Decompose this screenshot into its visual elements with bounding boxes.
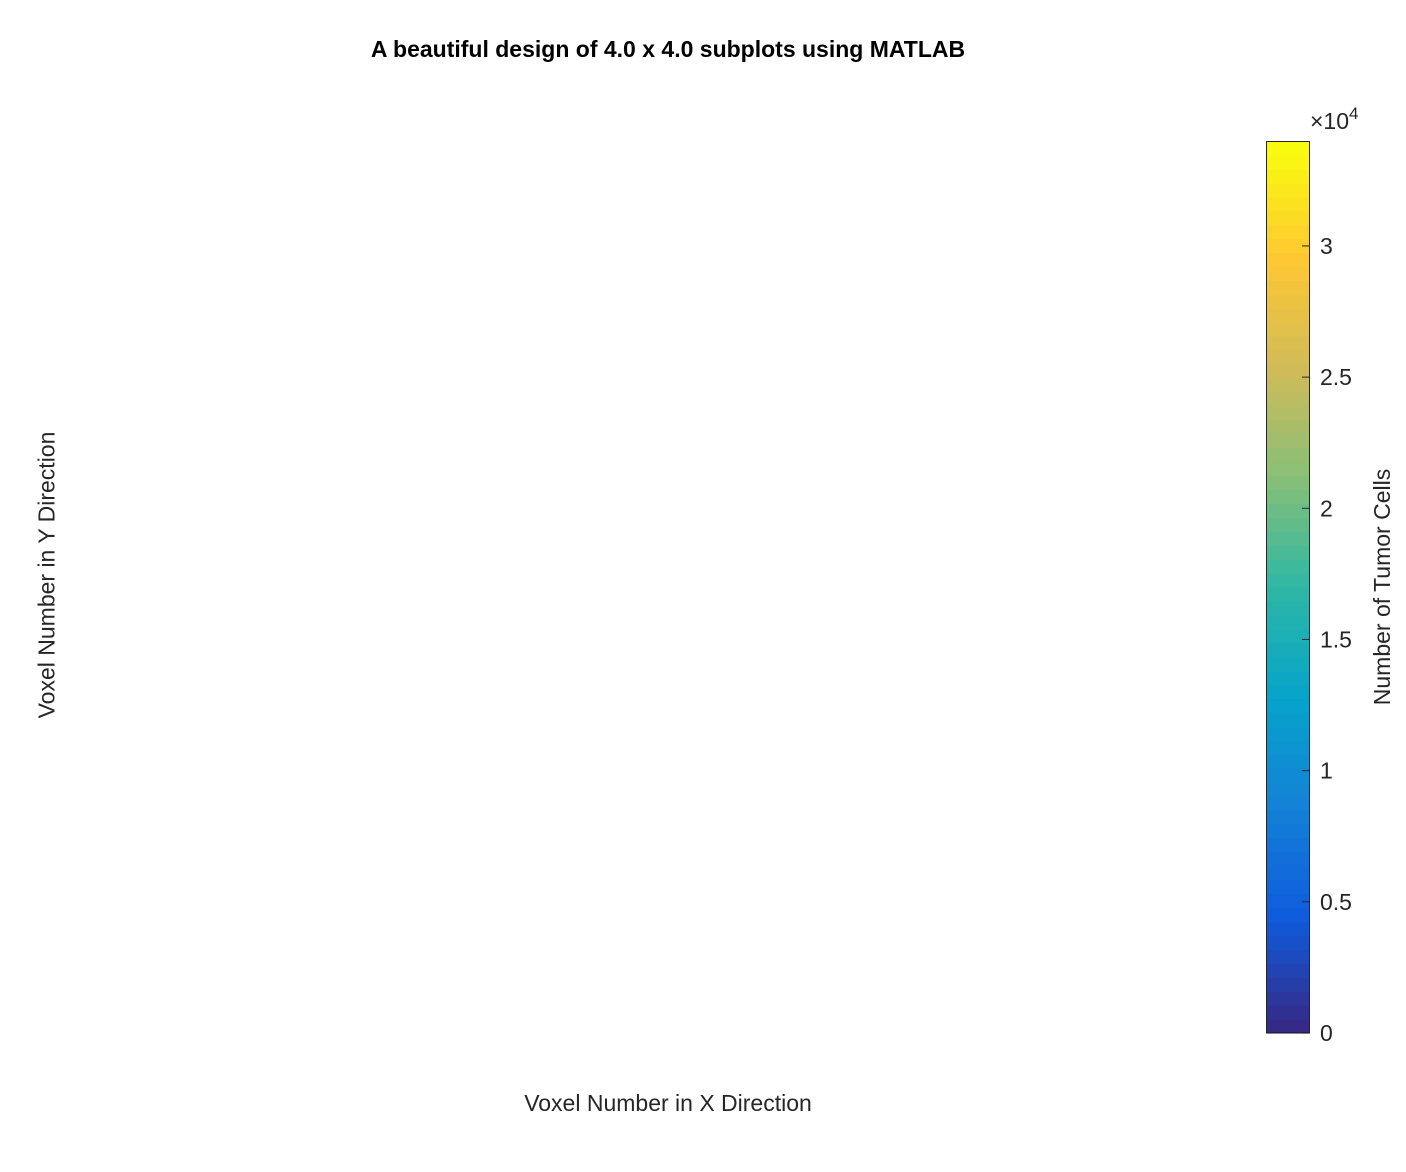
colorbar-band (1266, 921, 1310, 937)
colorbar-band (1266, 322, 1310, 337)
colorbar-band (1266, 531, 1310, 546)
figure-title: A beautiful design of 4.0 x 4.0 subplots… (370, 36, 966, 62)
colorbar-band (1266, 754, 1310, 769)
colorbar-band (1266, 698, 1310, 714)
colorbar-band (1266, 168, 1310, 184)
colorbar-band (1266, 810, 1310, 825)
colorbar-tick-label: 0.5 (1320, 889, 1352, 915)
x-axis-label: Voxel Number in X Direction (524, 1090, 812, 1116)
colorbar-tick-label: 3 (1320, 233, 1333, 259)
colorbar-band (1266, 628, 1310, 644)
colorbar-band (1266, 391, 1310, 407)
colorbar-band (1266, 238, 1310, 254)
colorbar-band (1266, 656, 1310, 672)
colorbar-ticks: 0 0.5 1 1.5 2 2.5 3 (1302, 233, 1352, 1046)
colorbar-band (1266, 670, 1310, 686)
colorbar-band (1266, 350, 1310, 365)
colorbar-band (1266, 991, 1310, 1006)
colorbar-band (1266, 433, 1310, 449)
colorbar-band (1266, 712, 1310, 727)
colorbar-band (1266, 796, 1310, 811)
colorbar-band (1266, 475, 1310, 491)
colorbar-band (1266, 977, 1310, 992)
colorbar-band (1266, 266, 1310, 281)
colorbar-band (1266, 545, 1310, 560)
colorbar-band (1266, 740, 1310, 755)
colorbar-band (1266, 768, 1310, 783)
colorbar-band (1266, 503, 1310, 518)
colorbar-band (1266, 461, 1310, 477)
colorbar-tick-label: 0 (1320, 1020, 1333, 1046)
colorbar-band (1266, 224, 1310, 240)
colorbar-band (1266, 336, 1310, 351)
colorbar-band (1266, 614, 1310, 630)
colorbar-band (1266, 642, 1310, 658)
colorbar-band (1266, 182, 1310, 198)
colorbar-tick-label: 1.5 (1320, 626, 1352, 652)
colorbar-band (1266, 893, 1310, 909)
colorbar-band (1266, 573, 1310, 588)
colorbar-band (1266, 684, 1310, 700)
colorbar-band (1266, 851, 1310, 867)
colorbar-band (1266, 837, 1310, 853)
colorbar-frame (1266, 141, 1310, 1033)
colorbar-band (1266, 879, 1310, 895)
colorbar-band (1266, 308, 1310, 323)
colorbar-band (1266, 377, 1310, 393)
colorbar-band (1266, 1019, 1310, 1034)
colorbar-band (1266, 559, 1310, 574)
colorbar-band (1266, 252, 1310, 268)
colorbar-band (1266, 489, 1310, 504)
colorbar-band (1266, 907, 1310, 923)
colorbar-band (1266, 419, 1310, 435)
colorbar-band (1266, 782, 1310, 797)
colorbar-band (1266, 587, 1310, 602)
colorbar-band (1266, 865, 1310, 881)
colorbar-band (1266, 1005, 1310, 1020)
colorbar-gradient (1266, 141, 1310, 1034)
colorbar-exponent-label: ×104 (1310, 104, 1358, 134)
colorbar-band (1266, 141, 1310, 156)
colorbar-band (1266, 196, 1310, 212)
colorbar-band (1266, 154, 1310, 170)
colorbar-band (1266, 949, 1310, 964)
colorbar-tick-label: 1 (1320, 758, 1333, 784)
colorbar-tick-label: 2.5 (1320, 364, 1352, 390)
colorbar-band (1266, 963, 1310, 978)
colorbar-band (1266, 364, 1310, 379)
colorbar-band (1266, 280, 1310, 295)
colorbar-band (1266, 823, 1310, 839)
colorbar-band (1266, 517, 1310, 532)
colorbar-band (1266, 935, 1310, 950)
colorbar-band (1266, 210, 1310, 226)
colorbar-band (1266, 600, 1310, 616)
colorbar-band (1266, 726, 1310, 741)
colorbar-band (1266, 294, 1310, 309)
colorbar-band (1266, 405, 1310, 421)
colorbar-label: Number of Tumor Cells (1369, 469, 1395, 705)
colorbar-band (1266, 447, 1310, 463)
colorbar-tick-label: 2 (1320, 495, 1333, 521)
